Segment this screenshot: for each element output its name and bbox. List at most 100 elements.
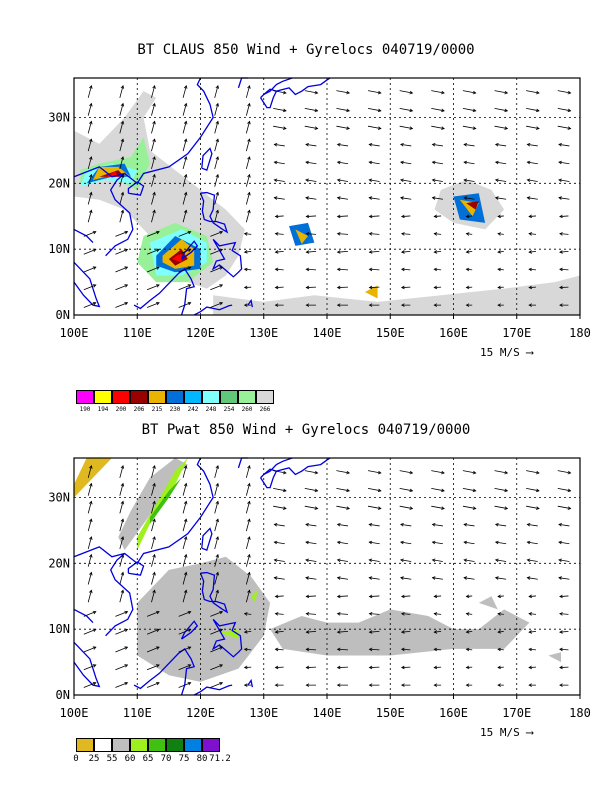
wind-vector-shaft	[336, 505, 350, 509]
wind-vector-head	[274, 250, 279, 254]
wind-vector-head	[152, 589, 156, 594]
wind-vector-head	[558, 522, 562, 527]
wind-vector-shaft	[401, 251, 411, 253]
panel-2-wind-vector	[559, 630, 569, 634]
wind-vector-head	[156, 230, 160, 235]
wind-vector-shaft	[214, 121, 219, 134]
wind-vector-shaft	[431, 488, 445, 492]
wind-vector-shaft	[182, 156, 187, 170]
wind-vector-shaft	[369, 161, 380, 165]
reference-arrow-icon: ⟶	[526, 346, 533, 359]
wind-vector-head	[336, 267, 341, 272]
wind-vector-head	[215, 85, 220, 89]
wind-vector-head	[152, 209, 156, 214]
panel-2-wind-vector	[182, 500, 188, 514]
colorbar-label: 200	[115, 406, 127, 413]
panel-2-coastline	[247, 678, 254, 688]
wind-vector-head	[497, 683, 501, 687]
wind-vector-head	[368, 178, 373, 183]
wind-vector-shaft	[495, 143, 507, 147]
wind-vector-head	[558, 576, 562, 580]
panel-2-wind-vector	[558, 540, 570, 545]
wind-vector-shaft	[369, 541, 380, 545]
wind-vector-shaft	[151, 465, 156, 478]
panel-1-lat-tick-label: 10N	[48, 242, 70, 256]
wind-vector-shaft	[498, 233, 504, 235]
panel-2-wind-vector	[526, 488, 540, 493]
colorbar-swatch	[166, 738, 184, 752]
panel-2-wind-vector	[433, 594, 442, 599]
wind-vector-head	[409, 488, 414, 493]
wind-vector-head	[152, 191, 156, 196]
wind-vector-shaft	[306, 595, 317, 597]
wind-vector-head	[465, 630, 470, 634]
wind-vector-shaft	[115, 231, 128, 237]
wind-vector-head	[187, 610, 192, 615]
panel-1-wind-vector	[431, 160, 443, 165]
panel-1-wind-vector	[368, 232, 380, 236]
wind-vector-head	[243, 630, 248, 634]
wind-vector-shaft	[151, 156, 156, 170]
wind-vector-head	[305, 522, 309, 527]
panel-1-wind-vector	[336, 285, 349, 290]
panel-1-lon-tick-label: 130E	[249, 326, 278, 340]
panel-1-wind-vector	[182, 173, 188, 187]
panel-1-wind-vector	[336, 214, 349, 219]
panel-2-wind-vector	[526, 522, 538, 527]
wind-vector-head	[247, 102, 251, 107]
wind-vector-head	[243, 665, 248, 670]
panel-1-wind-vector	[305, 285, 317, 290]
wind-vector-shaft	[214, 536, 219, 550]
panel-1-wind-vector	[558, 142, 570, 147]
wind-vector-head	[219, 230, 224, 235]
wind-vector-head	[559, 285, 563, 290]
wind-vector-shaft	[498, 251, 504, 253]
panel-1-wind-vector	[83, 248, 97, 255]
panel-1-wind-vector	[336, 303, 349, 307]
panel-2-wind-vector	[305, 665, 317, 670]
panel-2-coastline	[199, 571, 229, 614]
wind-vector-shaft	[526, 470, 540, 474]
wind-vector-head	[92, 284, 97, 288]
wind-vector-shaft	[119, 483, 124, 496]
wind-vector-head	[120, 536, 125, 540]
panel-2-wind-vector	[146, 664, 160, 671]
wind-vector-shaft	[466, 251, 473, 253]
wind-vector-head	[183, 209, 188, 214]
wind-vector-shaft	[306, 613, 317, 615]
wind-vector-head	[528, 612, 533, 616]
panel-2-wind-vector	[245, 482, 251, 496]
wind-vector-head	[400, 630, 405, 634]
panel-2-wind-vector	[87, 571, 93, 585]
panel-2-wind-vector	[119, 465, 125, 478]
colorbar-swatch	[256, 390, 274, 404]
wind-vector-head	[183, 120, 188, 125]
panel-2-wind-vector	[494, 488, 509, 493]
wind-vector-head	[282, 488, 287, 493]
wind-vector-shaft	[559, 613, 569, 615]
panel-2-wind-vector	[497, 630, 504, 634]
panel-1-wind-vector	[305, 178, 317, 183]
panel-1-wind-vector	[182, 102, 188, 116]
wind-vector-shaft	[557, 488, 571, 492]
wind-vector-shaft	[464, 577, 475, 580]
wind-vector-head	[368, 142, 373, 147]
wind-vector-head	[305, 612, 310, 616]
wind-vector-shaft	[214, 483, 219, 496]
wind-vector-head	[433, 232, 438, 236]
wind-vector-shaft	[400, 179, 412, 182]
panel-1-wind-vector	[243, 232, 252, 236]
wind-vector-shaft	[495, 197, 507, 200]
wind-vector-shaft	[151, 85, 156, 98]
wind-vector-head	[89, 589, 93, 594]
panel-1-wind-vector	[559, 303, 569, 307]
wind-vector-head	[465, 232, 470, 236]
panel-2-coastline	[127, 561, 145, 576]
wind-vector-head	[215, 536, 220, 540]
panel-1-coastline	[73, 228, 94, 244]
wind-vector-shaft	[529, 595, 537, 597]
panel-2-lon-tick-label: 120E	[186, 706, 215, 720]
panel-1-wind-vector	[336, 250, 349, 254]
wind-vector-head	[497, 630, 502, 634]
panel-1-wind-vector	[462, 125, 477, 130]
